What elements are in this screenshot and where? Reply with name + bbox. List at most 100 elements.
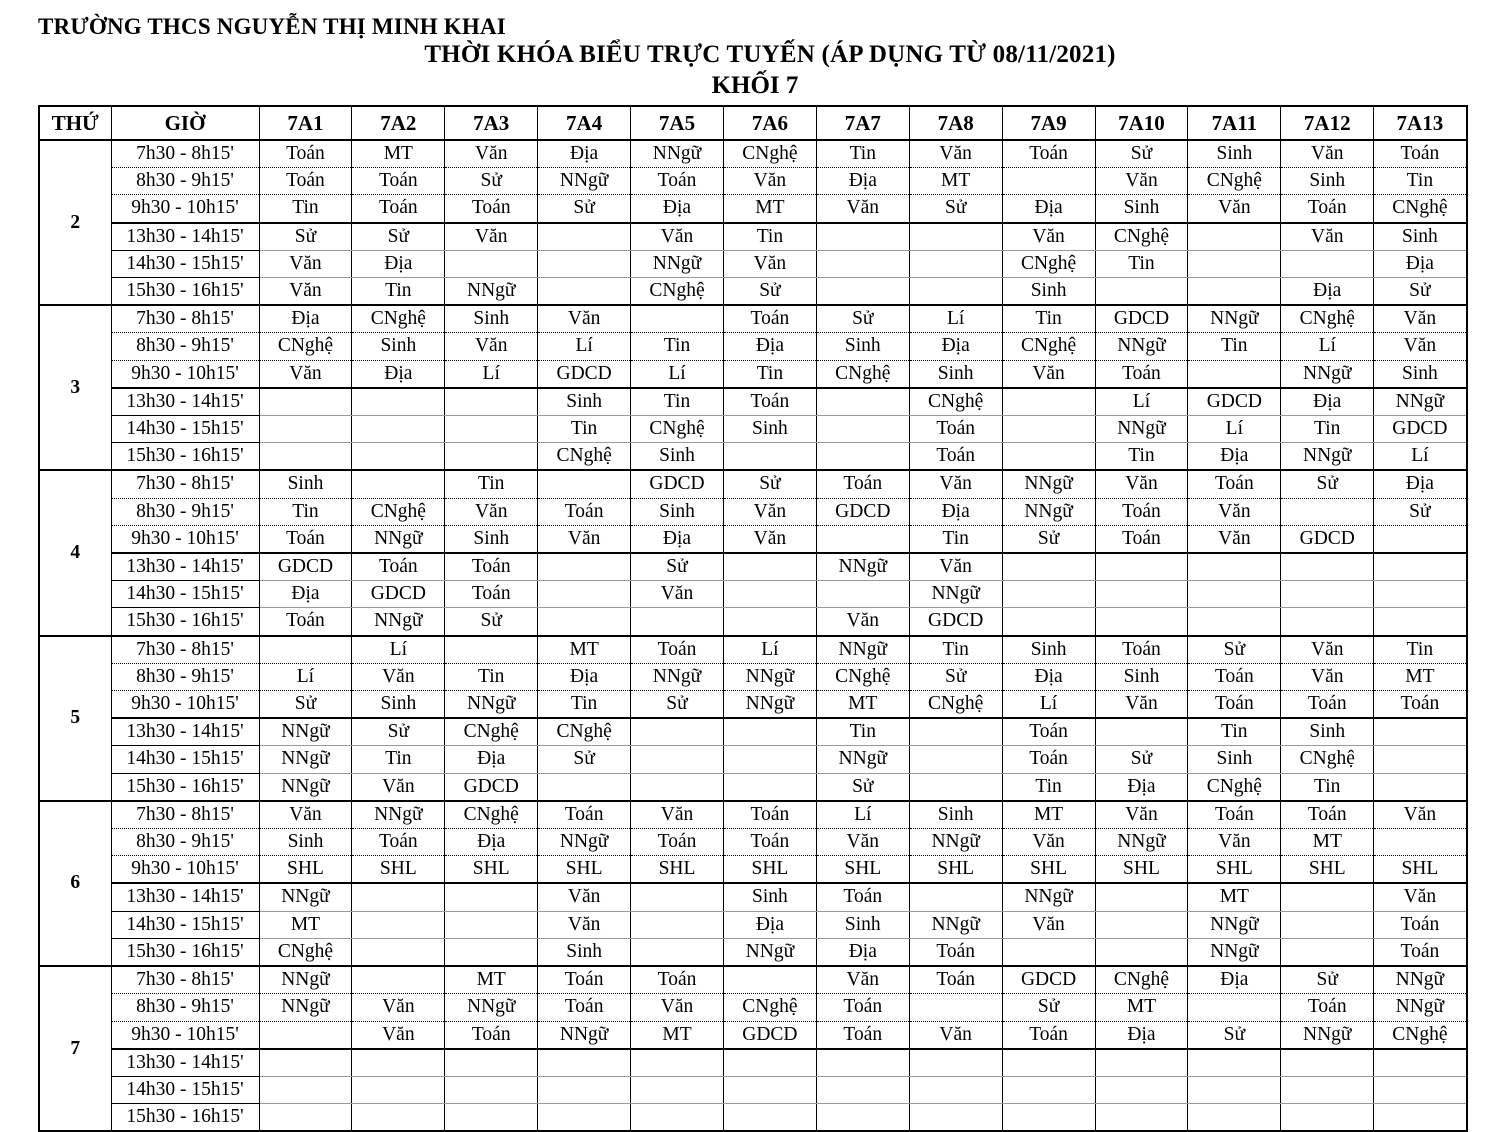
subject-cell: Toán xyxy=(1187,799,1282,830)
timetable-row: 9h30 - 10h15' Sử Sinh NNgữ Tin Sử NNgữ MT CNghệ L… xyxy=(39,690,1468,720)
subject-cell: CNghệ xyxy=(1373,194,1468,224)
subject-cell: Địa xyxy=(1001,194,1096,224)
subject-cell xyxy=(815,387,910,417)
subject-cell: Sinh xyxy=(908,360,1003,389)
col-header-class-3: 7A4 xyxy=(537,106,632,141)
subject-cell: Toán xyxy=(815,993,910,1022)
subject-cell: NNgữ xyxy=(351,607,446,636)
subject-cell: Địa xyxy=(444,745,539,774)
subject-cell: Văn xyxy=(908,469,1003,499)
subject-cell: NNgữ xyxy=(258,965,353,995)
time-slot: 9h30 - 10h15' xyxy=(110,855,260,885)
col-header-class-9: 7A10 xyxy=(1094,106,1189,141)
col-header-class-0: 7A1 xyxy=(258,106,353,141)
subject-cell: Toán xyxy=(1094,360,1189,389)
subject-cell: Toán xyxy=(537,965,632,995)
subject-cell xyxy=(815,442,910,471)
time-slot: 7h30 - 8h15' xyxy=(110,139,260,169)
subject-cell: Sử xyxy=(351,222,446,251)
subject-cell xyxy=(815,415,910,444)
subject-cell: CNghệ xyxy=(1094,222,1189,251)
subject-cell: Tin xyxy=(722,222,817,251)
subject-cell xyxy=(815,222,910,251)
timetable-row: 4 7h30 - 8h15' Sinh Tin GDCD Sử Toán Văn NNgữ Văn… xyxy=(38,469,1468,637)
subject-cell: GDCD xyxy=(630,469,724,499)
subject-cell: MT xyxy=(908,167,1003,196)
subject-cell xyxy=(1373,718,1468,747)
subject-cell: Văn xyxy=(258,360,353,389)
subject-cell: NNgữ xyxy=(815,634,910,664)
day-label-3: 3 xyxy=(38,304,112,471)
subject-cell: CNghệ xyxy=(1280,745,1375,774)
subject-cell: MT xyxy=(537,634,632,664)
time-slot: 14h30 - 15h15' xyxy=(110,1076,260,1105)
subject-cell xyxy=(815,580,910,609)
subject-cell xyxy=(1280,1076,1375,1105)
subject-cell: Toán xyxy=(258,139,353,169)
subject-cell xyxy=(1280,911,1375,939)
subject-cell: Văn xyxy=(351,1021,446,1050)
subject-cell xyxy=(1001,167,1096,196)
subject-cell: Tin xyxy=(630,387,724,417)
subject-cell: NNgữ xyxy=(1187,911,1282,939)
subject-cell: NNgữ xyxy=(908,828,1003,857)
subject-cell: Sinh xyxy=(258,469,353,499)
col-header-class-4: 7A5 xyxy=(630,106,724,141)
time-slot: 13h30 - 14h15' xyxy=(110,1048,260,1077)
subject-cell: Văn xyxy=(1373,304,1468,334)
subject-cell: Sử xyxy=(630,553,724,582)
subject-cell xyxy=(444,442,539,471)
day-label-5: 5 xyxy=(38,634,112,802)
subject-cell: Văn xyxy=(908,553,1003,582)
subject-cell: Toán xyxy=(815,883,910,912)
subject-cell xyxy=(1001,607,1096,636)
subject-cell: NNgữ xyxy=(1001,498,1096,526)
subject-cell xyxy=(537,469,632,499)
subject-cell: Sinh xyxy=(351,332,446,361)
subject-cell: Sử xyxy=(1187,634,1282,664)
col-header-class-6: 7A7 xyxy=(815,106,910,141)
subject-cell: CNghệ xyxy=(630,415,724,444)
subject-cell xyxy=(1094,883,1189,912)
subject-cell: Toán xyxy=(444,194,539,224)
subject-cell: Địa xyxy=(258,304,353,334)
timetable-row: 3 7h30 - 8h15' Địa CNghệ Sinh Văn Toán Sử Lí Tin G… xyxy=(38,304,1468,471)
time-slot: 13h30 - 14h15' xyxy=(110,387,260,417)
subject-cell xyxy=(1001,1076,1096,1105)
subject-cell xyxy=(1094,1076,1189,1105)
timetable-row: 15h30 - 16h15' NNgữ Văn GDCD Sử Tin Địa CNghệ Ti… xyxy=(39,773,1468,801)
subject-cell xyxy=(1280,883,1375,912)
subject-cell: Toán xyxy=(444,580,539,609)
subject-cell: Sử xyxy=(815,304,910,334)
subject-cell: GDCD xyxy=(1280,525,1375,555)
subject-cell: Toán xyxy=(351,194,446,224)
time-slot: 15h30 - 16h15' xyxy=(110,442,260,471)
subject-cell: Tin xyxy=(1373,634,1468,664)
subject-cell xyxy=(1094,580,1189,609)
subject-cell: Tin xyxy=(1001,773,1096,801)
subject-cell: NNgữ xyxy=(258,745,353,774)
subject-cell xyxy=(908,1076,1003,1105)
subject-cell: Địa xyxy=(1187,442,1282,471)
subject-cell: Sinh xyxy=(630,442,724,471)
timetable-row: 15h30 - 16h15' CNghệ Sinh NNgữ Địa Toán NNgữ To… xyxy=(39,938,1468,967)
subject-cell xyxy=(722,965,817,995)
subject-cell: CNghệ xyxy=(1001,250,1096,279)
time-slot: 9h30 - 10h15' xyxy=(110,194,260,224)
subject-cell xyxy=(815,277,910,306)
subject-cell: Văn xyxy=(630,222,724,251)
subject-cell xyxy=(1280,580,1375,609)
col-header-class-2: 7A3 xyxy=(444,106,539,141)
col-header-class-8: 7A9 xyxy=(1001,106,1096,141)
timetable-row: 13h30 - 14h15' GDCD Toán Toán Sử NNgữ Văn xyxy=(39,553,1468,582)
subject-cell: CNghệ xyxy=(1001,332,1096,361)
subject-cell xyxy=(351,1076,446,1105)
subject-cell: CNghệ xyxy=(1094,965,1189,995)
subject-cell: Địa xyxy=(1094,773,1189,801)
subject-cell: Văn xyxy=(258,250,353,279)
subject-cell: Sử xyxy=(351,718,446,747)
subject-cell: Sinh xyxy=(1094,663,1189,692)
time-slot: 9h30 - 10h15' xyxy=(110,1021,260,1050)
subject-cell: Sinh xyxy=(722,883,817,912)
subject-cell: MT xyxy=(1094,993,1189,1022)
